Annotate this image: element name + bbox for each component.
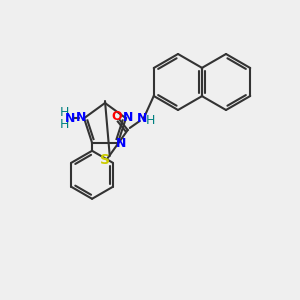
Text: N: N — [136, 112, 147, 125]
Text: N: N — [123, 111, 133, 124]
Text: H: H — [59, 106, 69, 119]
Text: S: S — [100, 153, 110, 167]
Text: H: H — [59, 118, 69, 131]
Text: N: N — [76, 111, 86, 124]
Text: O: O — [111, 110, 122, 122]
Text: N: N — [65, 112, 75, 125]
Text: N: N — [116, 137, 126, 150]
Text: H: H — [146, 115, 155, 128]
